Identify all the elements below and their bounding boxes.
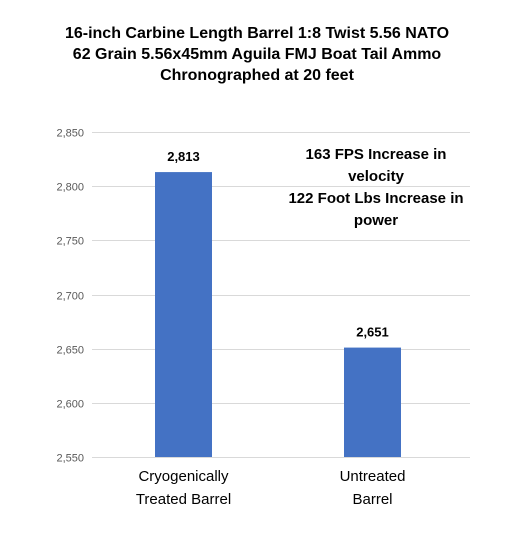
bar-data-label: 2,813 xyxy=(167,149,200,164)
chart-title: 16-inch Carbine Length Barrel 1:8 Twist … xyxy=(65,25,449,84)
y-tick-label: 2,600 xyxy=(56,399,84,411)
x-category-label: Treated Barrel xyxy=(136,491,231,508)
annotation-line: velocity xyxy=(348,168,405,185)
annotation-line: 163 FPS Increase in xyxy=(306,146,447,163)
bar xyxy=(344,347,401,457)
gridlines xyxy=(92,132,470,458)
x-category-label: Barrel xyxy=(352,491,392,508)
y-tick-label: 2,800 xyxy=(56,182,84,194)
bar xyxy=(155,172,212,458)
y-tick-label: 2,550 xyxy=(56,453,84,465)
y-tick-label: 2,650 xyxy=(56,345,84,357)
bars xyxy=(155,172,401,458)
chart-title-line: Chronographed at 20 feet xyxy=(160,67,354,84)
y-tick-label: 2,700 xyxy=(56,291,84,303)
annotation-line: 122 Foot Lbs Increase in xyxy=(288,190,463,207)
x-category-label: Cryogenically xyxy=(138,468,229,485)
x-category-label: Untreated xyxy=(340,468,406,485)
bar-data-label: 2,651 xyxy=(356,325,389,340)
y-tick-label: 2,750 xyxy=(56,236,84,248)
chart-title-line: 16-inch Carbine Length Barrel 1:8 Twist … xyxy=(65,25,449,42)
y-axis-tick-labels: 2,550 2,600 2,650 2,700 2,750 2,800 2,850 xyxy=(56,128,84,465)
annotation-line: power xyxy=(354,212,398,229)
chart-title-line: 62 Grain 5.56x45mm Aguila FMJ Boat Tail … xyxy=(73,46,442,63)
x-axis-category-labels: Cryogenically Treated Barrel Untreated Barr… xyxy=(136,468,406,508)
y-tick-label: 2,850 xyxy=(56,128,84,140)
data-labels: 2,813 2,651 xyxy=(167,149,389,340)
annotation: 163 FPS Increase in velocity 122 Foot Lbs … xyxy=(288,146,463,229)
